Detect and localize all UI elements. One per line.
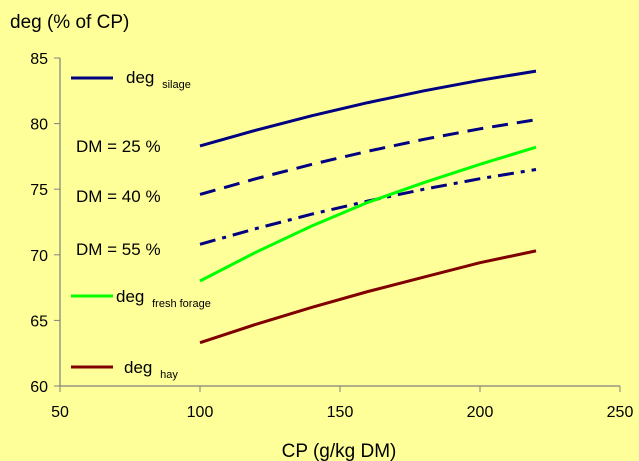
- y-tick-label-85: 85: [30, 51, 48, 68]
- x-axis-title: CP (g/kg DM): [282, 441, 397, 461]
- x-tick-label-150: 150: [327, 404, 354, 421]
- annotation-dm-25: DM = 25 %: [76, 137, 161, 156]
- x-tick-label-100: 100: [187, 404, 214, 421]
- annotation-dm-40: DM = 40 %: [76, 187, 161, 206]
- legend-label-silage: deg silage: [126, 68, 191, 91]
- legend-label-hay: deg hay: [124, 358, 178, 381]
- legend-label-fresh-forage-sub: fresh forage: [152, 298, 211, 310]
- y-tick-label-65: 65: [30, 313, 48, 330]
- annotation-dm-55: DM = 55 %: [76, 240, 161, 259]
- legend-label-silage-sub: silage: [162, 79, 191, 91]
- series-line-fresh-forage: [199, 145, 537, 283]
- x-tick-label-250: 250: [607, 404, 634, 421]
- legend-label-hay-main: deg: [124, 358, 152, 377]
- dm-annotations: DM = 25 % DM = 40 % DM = 55 %: [76, 137, 161, 259]
- y-tick-label-75: 75: [30, 182, 48, 199]
- y-tick-label-60: 60: [30, 379, 48, 396]
- y-tick-label-80: 80: [30, 117, 48, 134]
- x-ticks: 50 100 150 200 250: [51, 386, 633, 421]
- y-ticks: 60 65 70 75 80 85: [30, 51, 60, 396]
- legend-label-fresh-forage: deg fresh forage: [116, 287, 211, 310]
- series-line-silage-dm25: [199, 69, 537, 148]
- legend-label-hay-sub: hay: [160, 369, 178, 381]
- y-axis-title: deg (% of CP): [10, 12, 129, 33]
- series-line-hay: [199, 249, 537, 345]
- x-tick-label-50: 50: [51, 404, 69, 421]
- series-line-silage-dm40: [199, 118, 537, 196]
- x-tick-label-200: 200: [467, 404, 494, 421]
- series-lines: [199, 69, 537, 345]
- legend-label-silage-main: deg: [126, 68, 154, 87]
- legend-label-fresh-forage-main: deg: [116, 287, 144, 306]
- legend: deg silage deg fresh forage deg hay: [71, 68, 211, 381]
- y-tick-label-70: 70: [30, 248, 48, 265]
